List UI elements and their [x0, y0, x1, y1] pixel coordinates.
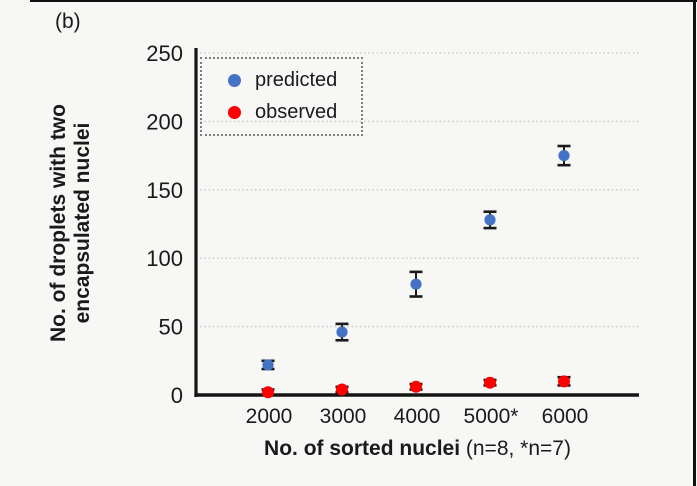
- y-tick-label-250: 250: [146, 41, 183, 66]
- point-series-observed-6000: [558, 375, 570, 388]
- x-tick-label-4000: 4000: [394, 405, 441, 428]
- x-axis-title-note: (n=8, *n=7): [460, 437, 571, 460]
- legend-item-observed: observed: [228, 101, 361, 124]
- point-series-observed-2000: [262, 386, 274, 399]
- point-series-predicted-4000: [410, 278, 422, 290]
- y-tick-label-0: 0: [171, 383, 183, 408]
- y-tick-label-150: 150: [146, 178, 183, 203]
- legend-observed-label: observed: [255, 101, 338, 124]
- x-tick-label-3000: 3000: [320, 405, 367, 428]
- y-tick-label-200: 200: [146, 109, 183, 134]
- legend-observed-dot-icon: [228, 106, 241, 120]
- point-series-predicted-3000: [336, 326, 348, 338]
- legend: predicted observed: [200, 57, 363, 136]
- legend-predicted-dot-icon: [228, 73, 241, 87]
- point-series-predicted-2000: [262, 359, 274, 371]
- point-series-observed-5000: [484, 376, 496, 389]
- point-series-observed-3000: [336, 383, 348, 396]
- x-axis-title-main: No. of sorted nuclei: [264, 437, 461, 460]
- x-tick-label-2000: 2000: [246, 405, 293, 428]
- point-series-observed-4000: [410, 380, 422, 393]
- x-tick-label-6000: 6000: [542, 405, 589, 428]
- y-tick-label-100: 100: [146, 246, 183, 271]
- panel-top-border: [30, 0, 697, 2]
- x-axis-title: No. of sorted nuclei (n=8, *n=7): [176, 437, 659, 461]
- point-series-predicted-5000: [484, 214, 496, 226]
- panel-label: (b): [55, 10, 81, 33]
- panel-right-border: [693, 0, 696, 486]
- y-tick-label-50: 50: [159, 315, 183, 340]
- x-tick-label-5000: 5000*: [464, 405, 519, 428]
- legend-item-predicted: predicted: [228, 69, 361, 92]
- point-series-predicted-6000: [558, 150, 570, 162]
- legend-predicted-label: predicted: [255, 68, 338, 91]
